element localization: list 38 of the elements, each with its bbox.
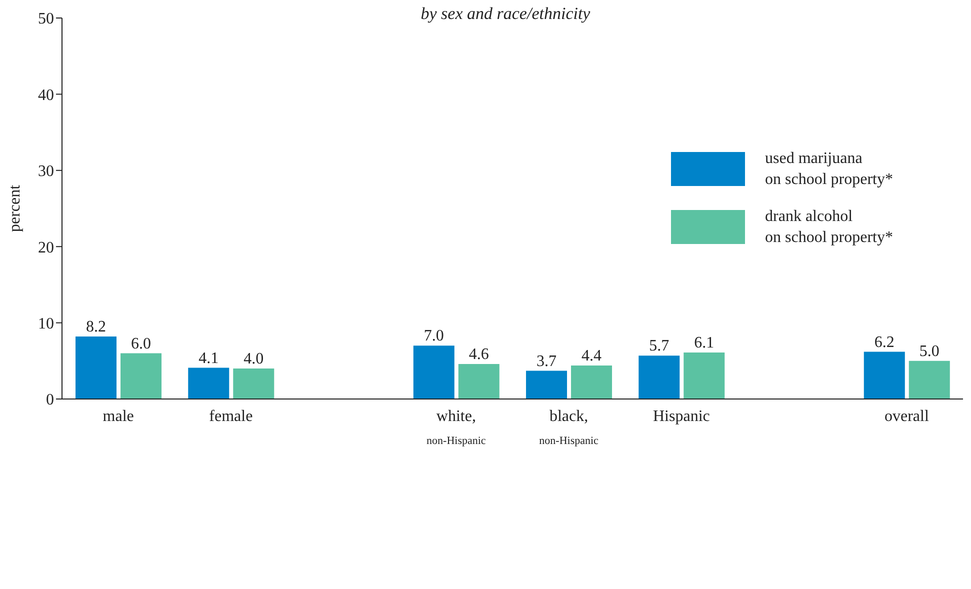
y-tick-label: 50 — [38, 10, 54, 28]
bar — [684, 352, 725, 399]
legend-label: used marijuana on school property* — [765, 149, 893, 190]
x-tick-label: female — [209, 408, 253, 425]
legend-label: drank alcohol on school property* — [765, 207, 893, 248]
data-label: 6.1 — [694, 334, 714, 352]
data-label: 6.2 — [874, 334, 894, 351]
data-label: 4.4 — [582, 347, 602, 364]
data-label: 5.7 — [649, 338, 670, 355]
bar — [233, 368, 274, 399]
data-label: 8.2 — [86, 318, 106, 336]
bar — [908, 360, 950, 399]
bar — [188, 368, 230, 399]
data-label: 6.0 — [131, 335, 152, 352]
y-tick-label: 20 — [38, 239, 54, 256]
x-tick-label: male — [102, 408, 134, 425]
data-label: 7.0 — [424, 328, 444, 345]
data-label: 4.1 — [198, 350, 219, 367]
y-tick-label: 10 — [38, 315, 54, 332]
x-tick-label: overall — [884, 408, 930, 425]
bar — [76, 336, 117, 399]
bar — [458, 364, 500, 399]
bar — [638, 356, 680, 399]
data-label: 4.0 — [244, 350, 264, 368]
bar — [864, 352, 905, 399]
bar — [120, 353, 162, 399]
y-axis-title: percent — [6, 184, 24, 232]
y-tick-label: 30 — [38, 163, 54, 180]
data-label: 5.0 — [919, 342, 940, 360]
y-tick-label: 0 — [46, 392, 54, 409]
y-tick-label: 40 — [38, 86, 54, 104]
chart-subtitle: by sex and race/ethnicity — [420, 4, 590, 23]
bar — [526, 370, 568, 399]
x-tick-label: Hispanic — [653, 408, 710, 425]
bar — [571, 365, 612, 399]
data-label: 4.6 — [468, 346, 489, 363]
bar — [413, 346, 454, 399]
data-label: 3.7 — [536, 352, 557, 370]
